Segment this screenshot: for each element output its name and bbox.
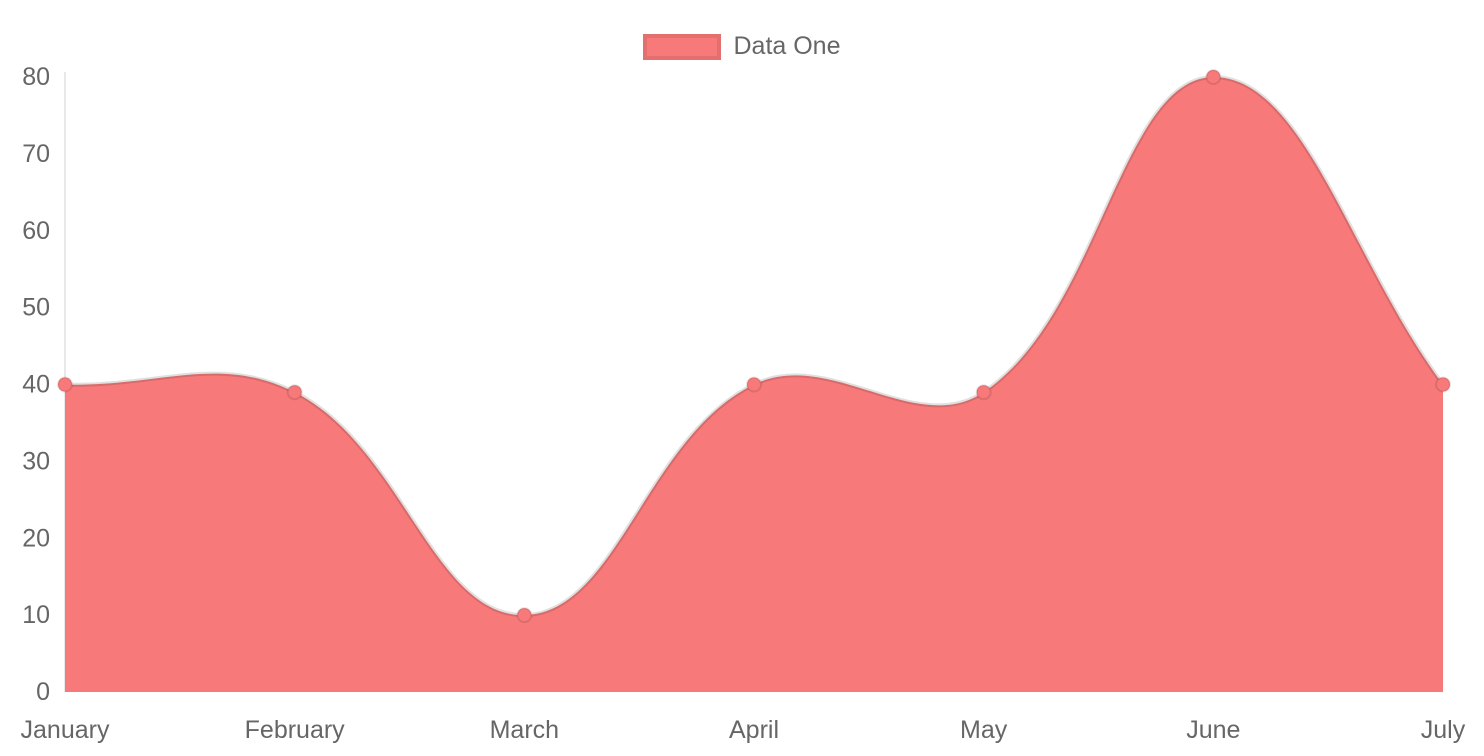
y-tick-label: 60 <box>22 217 50 245</box>
y-tick-label: 10 <box>22 601 50 629</box>
legend-label: Data One <box>733 32 841 60</box>
x-tick-label-july: July <box>1421 716 1466 744</box>
y-tick-label: 20 <box>22 524 50 552</box>
data-point-april[interactable] <box>746 376 762 393</box>
data-point-february[interactable] <box>286 384 303 401</box>
legend-swatch <box>643 33 722 60</box>
x-tick-label-february: February <box>245 716 346 744</box>
y-tick-label: 70 <box>22 140 50 168</box>
data-point-may[interactable] <box>975 384 992 401</box>
y-tick-label: 30 <box>22 447 50 475</box>
data-point-july[interactable] <box>1435 376 1451 393</box>
legend-item-data-one[interactable]: Data One <box>643 32 841 61</box>
data-point-june[interactable] <box>1205 69 1222 85</box>
y-tick-label: 0 <box>36 678 50 706</box>
x-tick-label-march: March <box>490 716 559 744</box>
x-tick-label-april: April <box>729 716 779 744</box>
x-tick-label-june: June <box>1186 716 1240 744</box>
chart-legend: Data One <box>0 32 1484 61</box>
data-point-march[interactable] <box>516 607 533 624</box>
y-tick-label: 40 <box>22 371 50 399</box>
x-tick-label-january: January <box>21 716 110 744</box>
y-tick-label: 50 <box>22 294 50 322</box>
x-tick-label-may: May <box>960 716 1008 744</box>
data-point-january[interactable] <box>57 376 73 393</box>
y-tick-label: 80 <box>22 63 50 91</box>
